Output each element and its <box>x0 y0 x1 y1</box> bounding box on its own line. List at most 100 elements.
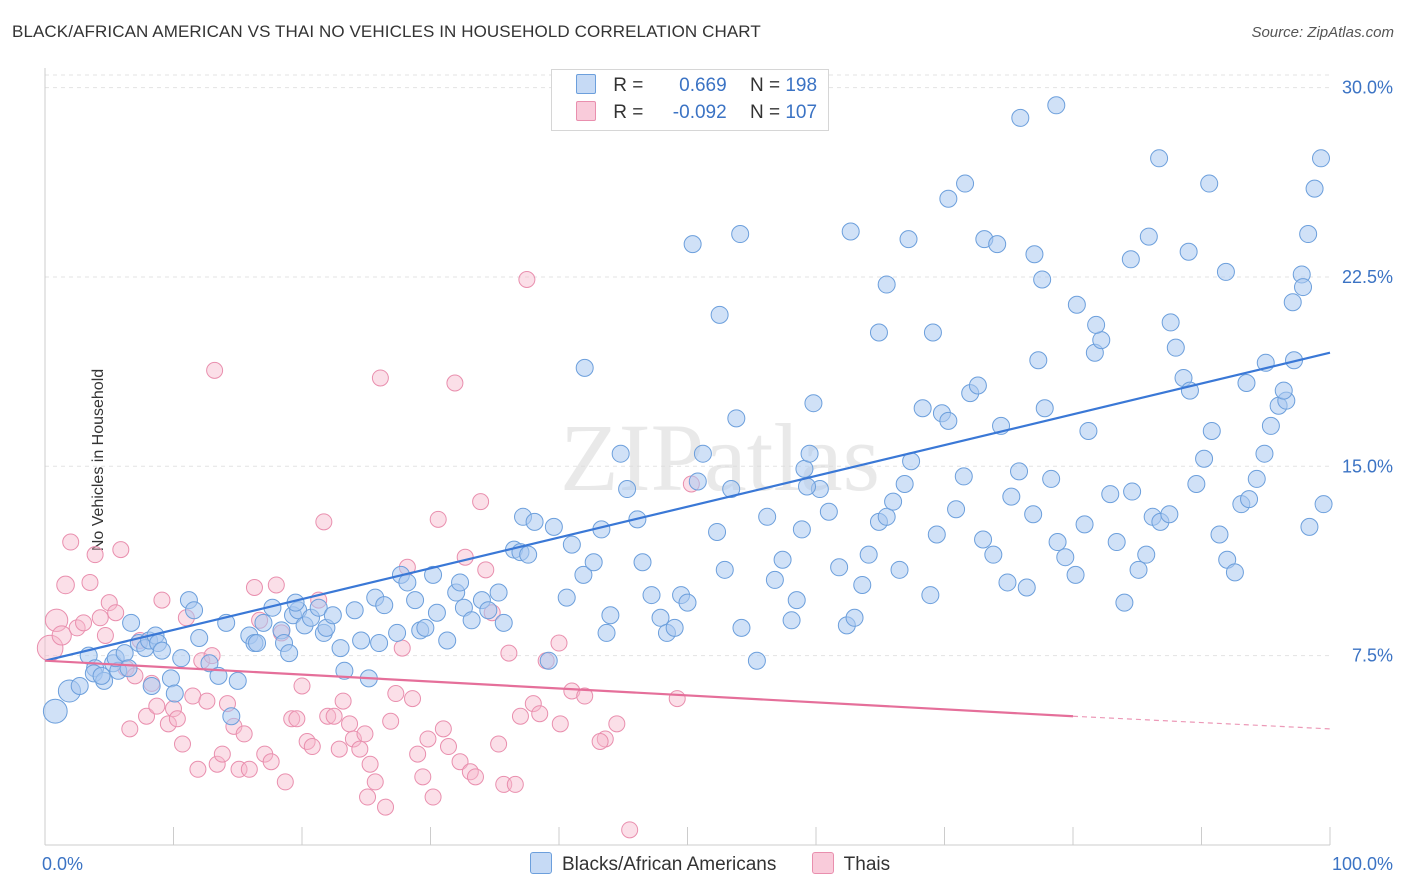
r-value: -0.092 <box>672 102 727 123</box>
thai-points <box>36 270 700 839</box>
data-point-pink <box>288 710 306 728</box>
data-point-blue <box>1300 517 1319 536</box>
data-point-pink <box>472 493 490 511</box>
data-point-blue <box>998 573 1017 592</box>
blue-swatch <box>530 852 552 874</box>
data-point-pink <box>451 753 469 771</box>
data-point-pink <box>490 735 508 753</box>
data-point-pink <box>608 715 626 733</box>
data-point-pink <box>267 576 285 594</box>
data-point-pink <box>500 644 518 662</box>
data-point-pink <box>366 773 384 791</box>
data-point-blue <box>927 525 946 544</box>
data-point-pink <box>262 753 280 771</box>
data-point-blue <box>370 634 389 653</box>
data-point-blue <box>142 676 161 695</box>
data-point-blue <box>853 575 872 594</box>
data-point-blue <box>731 225 750 244</box>
data-point-blue <box>438 631 457 650</box>
data-point-blue <box>795 459 814 478</box>
data-point-blue <box>1312 149 1331 168</box>
r-label: R = <box>613 102 644 123</box>
data-point-blue <box>525 512 544 531</box>
data-point-blue <box>1025 245 1044 264</box>
data-point-blue <box>375 596 394 615</box>
data-point-blue <box>519 545 538 564</box>
data-point-blue <box>956 174 975 193</box>
data-point-blue <box>1010 462 1029 481</box>
data-point-blue <box>1011 108 1030 127</box>
data-point-blue <box>758 507 777 526</box>
data-point-pink <box>424 788 442 806</box>
data-point-blue <box>185 601 204 620</box>
data-point-blue <box>406 591 425 610</box>
data-point-blue <box>747 651 766 670</box>
data-point-pink <box>51 625 72 646</box>
data-point-blue <box>601 606 620 625</box>
data-point-blue <box>1024 505 1043 524</box>
data-point-blue <box>152 641 171 660</box>
data-point-blue <box>988 235 1007 254</box>
data-point-blue <box>787 591 806 610</box>
data-point-blue <box>890 560 909 579</box>
data-point-blue <box>895 474 914 493</box>
data-point-pink <box>351 740 369 758</box>
data-point-blue <box>1255 444 1274 463</box>
data-point-blue <box>200 654 219 673</box>
data-point-pink <box>511 707 529 725</box>
trend-line-pink-dashed <box>1072 715 1331 730</box>
blue-swatch <box>576 74 596 94</box>
n-label: N = <box>749 75 781 96</box>
data-point-blue <box>119 659 138 678</box>
data-point-blue <box>539 651 558 670</box>
data-point-blue <box>1187 474 1206 493</box>
data-point-blue <box>92 666 111 685</box>
data-point-blue <box>947 500 966 519</box>
data-point-blue <box>859 545 878 564</box>
data-point-blue <box>1107 533 1126 552</box>
data-point-blue <box>1035 399 1054 418</box>
data-point-blue <box>427 603 446 622</box>
data-point-pink <box>456 548 474 566</box>
data-point-blue <box>1101 485 1120 504</box>
data-point-blue <box>1048 533 1067 552</box>
data-point-blue <box>923 323 942 342</box>
data-point-blue <box>597 623 616 642</box>
data-point-pink <box>91 609 109 627</box>
data-point-blue <box>913 399 932 418</box>
data-point-pink <box>189 760 207 778</box>
data-point-blue <box>877 507 896 526</box>
data-point-blue <box>845 608 864 627</box>
data-point-blue <box>804 394 823 413</box>
data-point-pink <box>325 707 343 725</box>
data-point-blue <box>451 573 470 592</box>
data-point-blue <box>462 611 481 630</box>
data-point-pink <box>576 687 594 705</box>
data-point-pink <box>148 697 166 715</box>
data-point-blue <box>727 409 746 428</box>
y-tick-label: 7.5% <box>1352 646 1393 666</box>
data-point-pink <box>356 725 374 743</box>
data-point-pink <box>446 374 464 392</box>
data-point-pink <box>377 798 395 816</box>
data-point-blue <box>557 588 576 607</box>
y-tick-label: 15.0% <box>1342 456 1393 476</box>
data-point-blue <box>122 613 141 632</box>
data-point-pink <box>361 755 379 773</box>
data-point-blue <box>254 613 273 632</box>
data-point-blue <box>1056 548 1075 567</box>
data-point-blue <box>309 598 328 617</box>
data-point-blue <box>1216 262 1235 281</box>
data-point-pink <box>429 510 447 528</box>
data-point-pink <box>404 690 422 708</box>
data-point-pink <box>409 745 427 763</box>
data-point-pink <box>563 682 581 700</box>
data-point-blue <box>1121 250 1140 269</box>
data-point-pink <box>341 715 359 733</box>
data-point-blue <box>280 644 299 663</box>
data-point-blue <box>222 707 241 726</box>
data-point-blue <box>1029 351 1048 370</box>
data-point-pink <box>621 821 639 839</box>
data-point-pink <box>477 561 495 579</box>
data-point-pink <box>303 738 321 756</box>
